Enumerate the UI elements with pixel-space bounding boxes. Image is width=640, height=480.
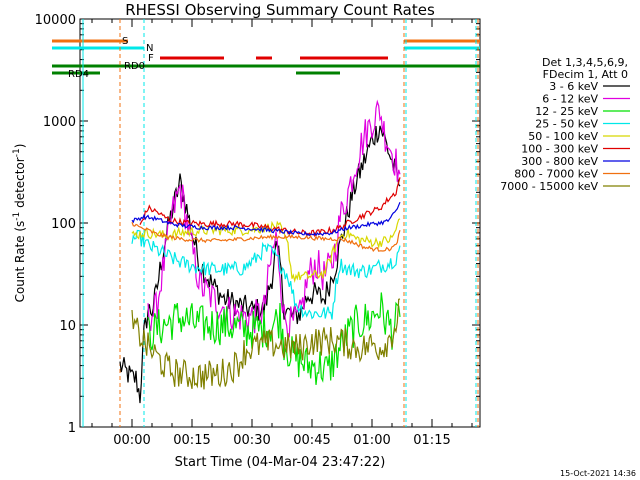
y-tick-label: 1	[68, 421, 76, 436]
legend-label: 100 - 300 keV	[521, 143, 598, 156]
y-tick-label: 10	[59, 319, 76, 334]
x-tick-label: 00:00	[113, 433, 150, 448]
x-tick-label: 01:00	[353, 433, 390, 448]
footer-timestamp: 15-Oct-2021 14:36	[560, 469, 636, 478]
series-line	[147, 292, 401, 385]
legend-label: 12 - 25 keV	[535, 105, 598, 118]
legend-header: Det 1,3,4,5,6,9,	[542, 56, 628, 69]
series-line	[147, 99, 401, 341]
series-line	[131, 298, 401, 390]
flag-label-s: S	[122, 36, 128, 47]
y-axis-label: Count Rate (s-1 detector-1)	[12, 144, 27, 303]
legend-label: 50 - 100 keV	[528, 130, 598, 143]
legend-label: 3 - 6 keV	[549, 80, 598, 93]
legend-label: 6 - 12 keV	[542, 93, 598, 106]
y-tick-label: 100	[51, 217, 76, 232]
y-tick-label: 1000	[43, 115, 76, 130]
x-tick-label: 00:30	[233, 433, 270, 448]
flag-label-rd0: RD0	[124, 61, 145, 72]
legend-label: 25 - 50 keV	[535, 118, 598, 131]
x-tick-label: 01:15	[413, 433, 450, 448]
legend-label: 800 - 7000 keV	[514, 168, 598, 181]
x-axis-label: Start Time (04-Mar-04 23:47:22)	[175, 455, 386, 470]
legend-label: 7000 - 15000 keV	[500, 180, 598, 193]
series-line	[131, 221, 401, 252]
y-tick-label: 10000	[35, 13, 76, 28]
flag-label-n: N	[146, 43, 153, 54]
flag-label-f: F	[148, 53, 154, 64]
legend-header: FDecim 1, Att 0	[543, 68, 628, 81]
x-tick-label: 00:15	[173, 433, 210, 448]
flag-label-rd4: RD4	[68, 69, 89, 80]
chart-title: RHESSI Observing Summary Count Rates	[125, 1, 435, 19]
legend-label: 300 - 800 keV	[521, 155, 598, 168]
series-line	[131, 201, 401, 237]
series-line	[131, 229, 401, 320]
x-tick-label: 00:45	[293, 433, 330, 448]
